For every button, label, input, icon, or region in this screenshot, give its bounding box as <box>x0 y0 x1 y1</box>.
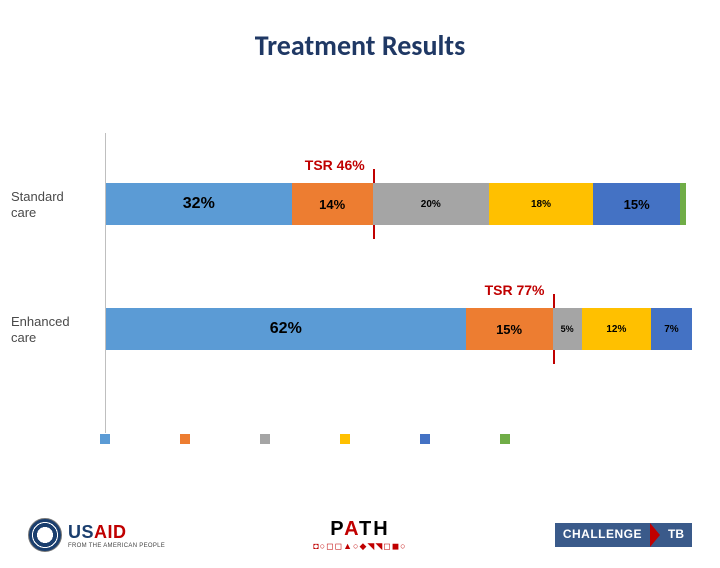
segment-label: 20% <box>421 199 441 210</box>
ctb-arrow-icon <box>650 523 660 547</box>
bar-segment <box>680 183 686 225</box>
segment-label: 18% <box>531 199 551 210</box>
segment-label: 62% <box>270 320 302 338</box>
challengetb-logo: CHALLENGE TB <box>555 523 692 547</box>
row-label: Standardcare <box>11 189 64 222</box>
usaid-name-a: US <box>68 522 94 542</box>
path-b: A <box>344 518 359 540</box>
row-label: Enhancedcare <box>11 314 70 347</box>
legend-bullet <box>260 434 270 444</box>
bar-segment: 62% <box>106 308 466 350</box>
legend <box>100 434 510 444</box>
usaid-logo: USAID FROM THE AMERICAN PEOPLE <box>28 518 165 552</box>
footer-logos: USAID FROM THE AMERICAN PEOPLE PATH ◘○◻◻… <box>0 518 720 552</box>
usaid-name-b: AID <box>94 522 127 542</box>
legend-bullet <box>340 434 350 444</box>
ctb-b: TB <box>660 523 692 547</box>
legend-bullet <box>500 434 510 444</box>
usaid-sub: FROM THE AMERICAN PEOPLE <box>68 543 165 549</box>
segment-label: 7% <box>664 324 678 335</box>
tsr-label: TSR 46% <box>305 157 365 173</box>
bar-segment: 15% <box>466 308 553 350</box>
bar-segment: 20% <box>373 183 489 225</box>
segment-label: 15% <box>496 322 522 337</box>
bar-segment: 32% <box>106 183 292 225</box>
page-title: Treatment Results <box>0 28 720 63</box>
usaid-seal-icon <box>28 518 62 552</box>
chart-area: StandardcareTSR 46%32%14%20%18%15%Enhanc… <box>105 133 685 433</box>
bar-segment: 14% <box>292 183 373 225</box>
bar-segment: 15% <box>593 183 680 225</box>
segment-label: 32% <box>183 195 215 213</box>
bar-segment: 18% <box>489 183 593 225</box>
legend-bullet <box>180 434 190 444</box>
bar-segment: 7% <box>651 308 692 350</box>
tsr-label: TSR 77% <box>485 282 545 298</box>
segment-label: 14% <box>319 197 345 212</box>
segment-label: 5% <box>561 324 574 334</box>
bar-segment: 5% <box>553 308 582 350</box>
bar-segment: 12% <box>582 308 652 350</box>
legend-bullet <box>100 434 110 444</box>
path-logo: PATH ◘○◻◻▲○◆◥◥◻◼○ <box>313 518 406 552</box>
path-a: P <box>330 518 344 540</box>
segment-label: 12% <box>606 324 626 335</box>
legend-bullet <box>420 434 430 444</box>
ctb-a: CHALLENGE <box>555 523 650 547</box>
segment-label: 15% <box>624 197 650 212</box>
path-dots: ◘○◻◻▲○◆◥◥◻◼○ <box>313 541 406 552</box>
path-c: TH <box>359 518 390 540</box>
